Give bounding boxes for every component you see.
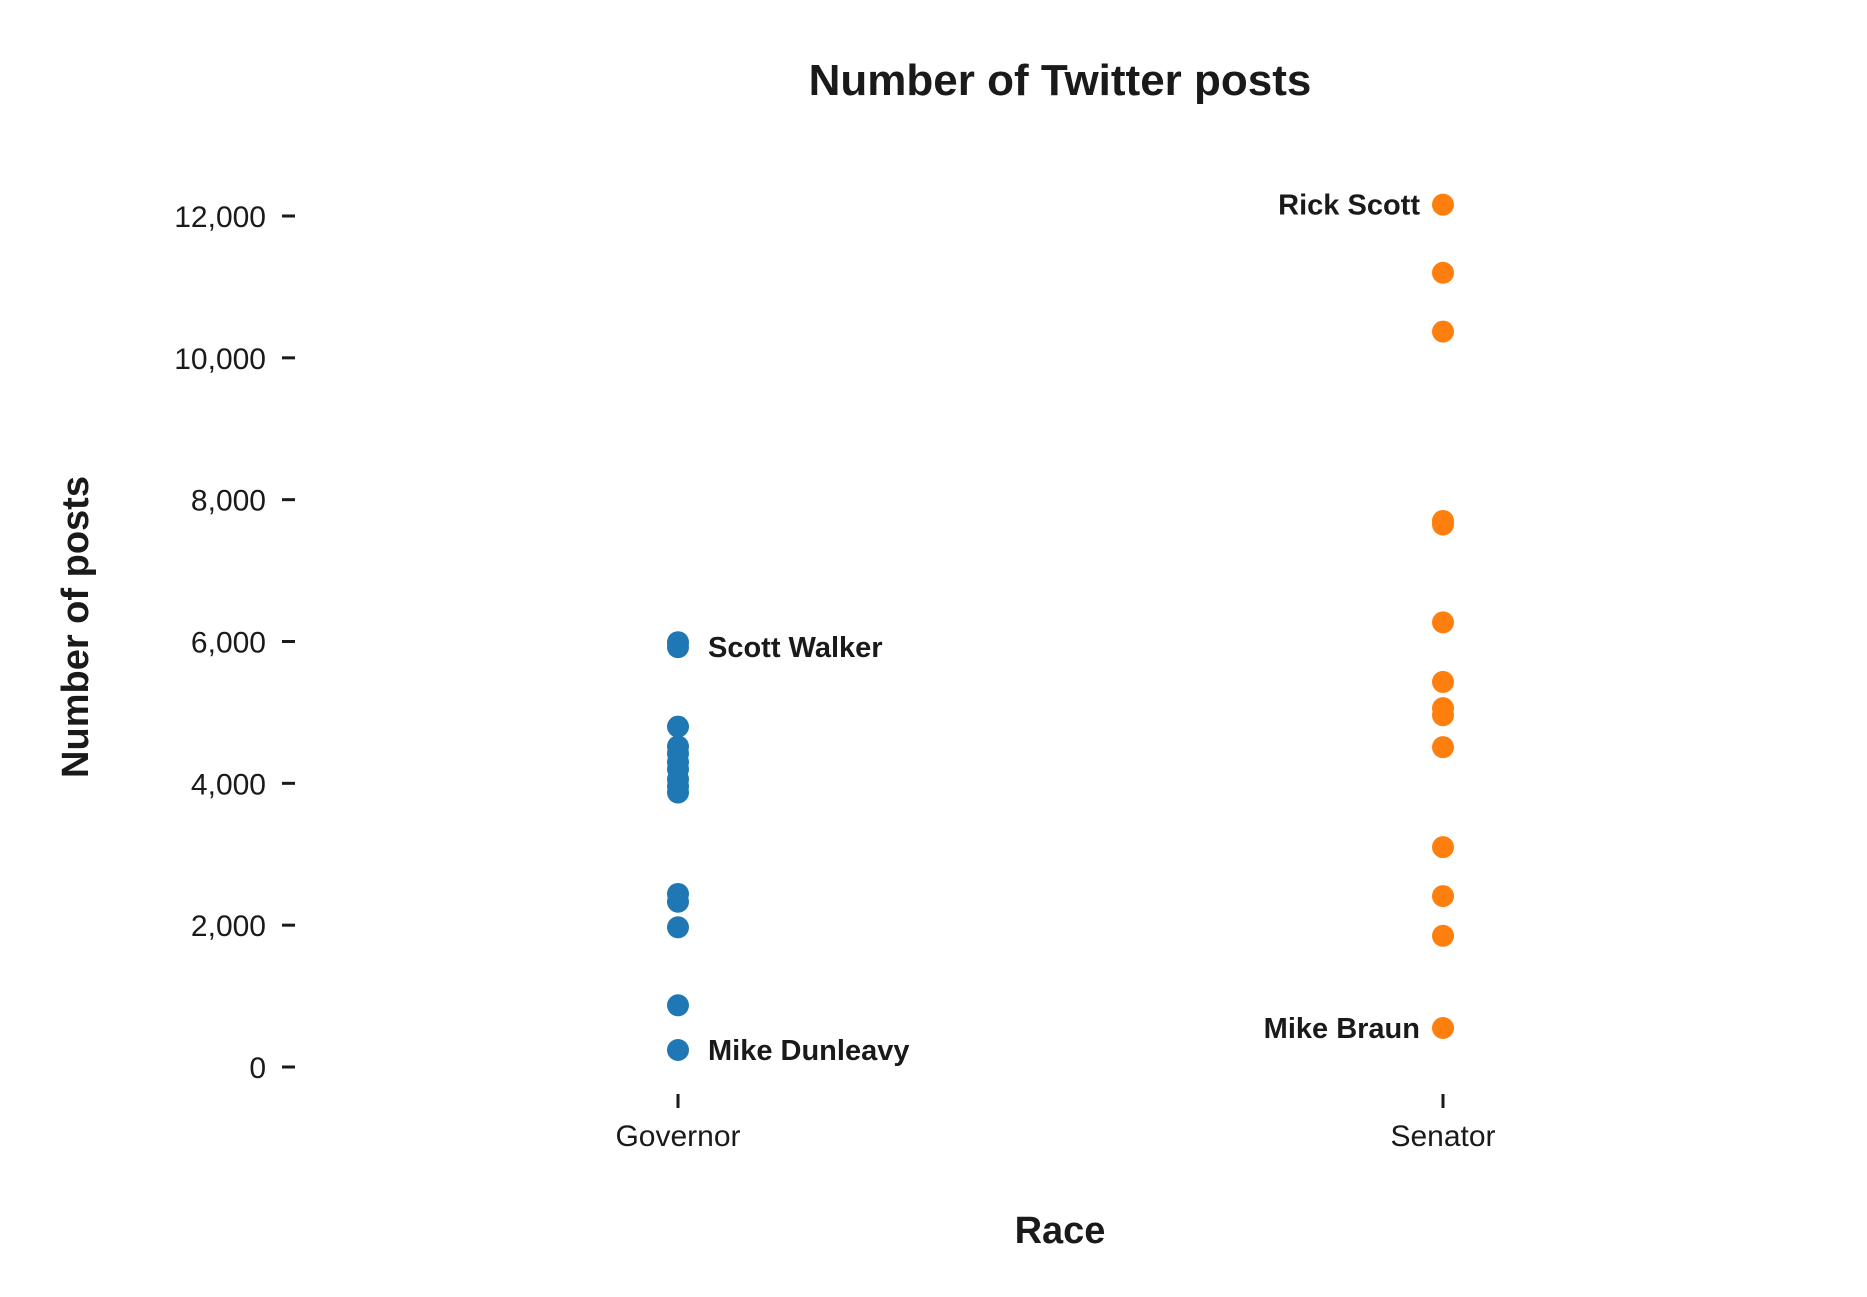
x-tick-label: Senator (1390, 1120, 1495, 1153)
point-annotation: Mike Braun (1264, 1013, 1420, 1045)
y-axis-label: Number of posts (55, 476, 97, 778)
data-point-senator (1432, 924, 1454, 947)
y-tick-label: 12,000 (174, 201, 266, 234)
chart-title: Number of Twitter posts (809, 56, 1312, 105)
data-point-governor (667, 916, 689, 939)
x-axis-label: Race (1015, 1210, 1106, 1252)
x-axis: Governor Senator (615, 1094, 1496, 1153)
point-annotation: Rick Scott (1278, 190, 1420, 222)
data-point-senator (1432, 1016, 1454, 1039)
y-tick-label: 0 (249, 1052, 266, 1085)
point-annotation: Scott Walker (708, 632, 883, 664)
data-point-governor (667, 1038, 689, 1061)
data-point-senator (1432, 704, 1454, 727)
y-tick-label: 2,000 (191, 910, 266, 943)
y-tick-label: 8,000 (191, 485, 266, 518)
data-point-governor (667, 994, 689, 1017)
point-annotations: Scott Walker Mike Dunleavy Rick Scott Mike … (708, 190, 1420, 1067)
data-point-governor (667, 890, 689, 913)
y-axis: 0 2,000 4,000 6,000 8,000 10,000 12,000 (174, 201, 295, 1085)
data-point-senator (1432, 885, 1454, 908)
data-point-senator (1432, 261, 1454, 284)
data-point-governor (667, 781, 689, 804)
data-point-senator (1432, 836, 1454, 859)
data-point-senator (1432, 736, 1454, 759)
data-point-senator (1432, 513, 1454, 536)
point-annotation: Mike Dunleavy (708, 1035, 909, 1067)
y-tick-label: 4,000 (191, 768, 266, 801)
y-tick-label: 6,000 (191, 627, 266, 660)
data-points (667, 193, 1454, 1061)
data-point-senator (1432, 611, 1454, 634)
data-point-governor (667, 715, 689, 738)
data-point-senator (1432, 670, 1454, 693)
data-point-senator (1432, 193, 1454, 216)
y-tick-label: 10,000 (174, 343, 266, 376)
data-point-governor (667, 636, 689, 659)
data-point-senator (1432, 320, 1454, 343)
x-tick-label: Governor (615, 1120, 740, 1153)
